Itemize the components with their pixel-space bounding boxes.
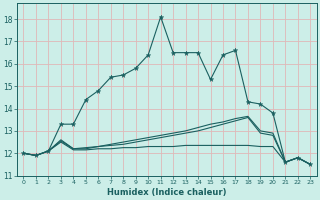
X-axis label: Humidex (Indice chaleur): Humidex (Indice chaleur) [107, 188, 227, 197]
